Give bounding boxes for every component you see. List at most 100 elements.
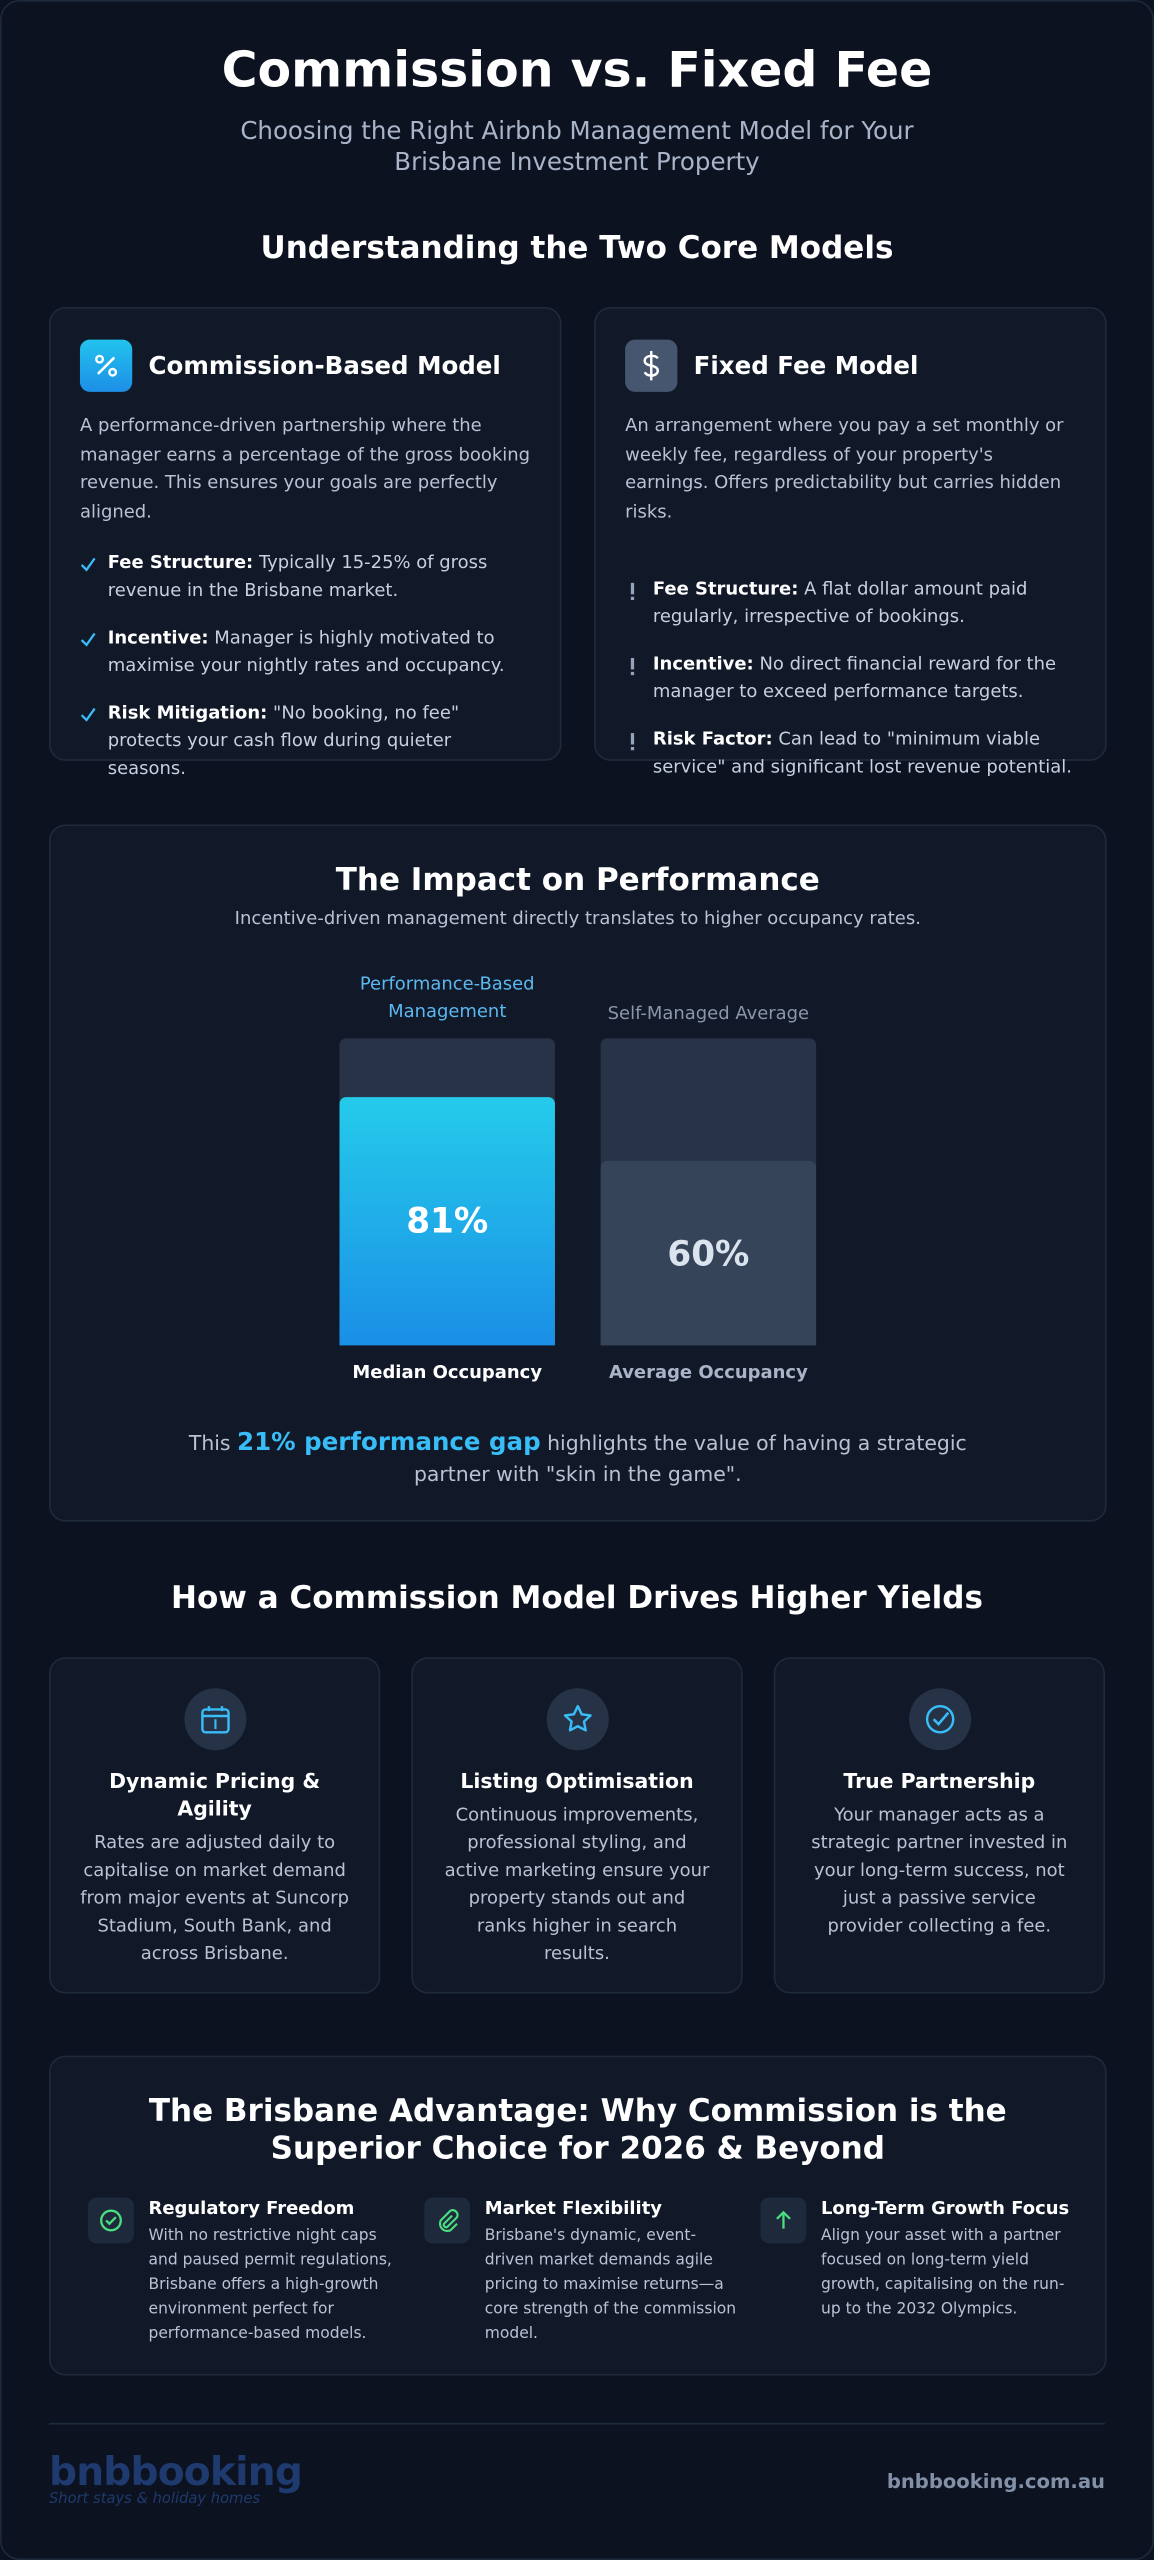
card-title: Commission-Based Model bbox=[148, 351, 501, 381]
model-card: Commission-Based Model A performance-dri… bbox=[48, 306, 562, 779]
note-text: highlights the value of having a strateg… bbox=[413, 1430, 967, 1486]
icon bbox=[776, 2210, 791, 2229]
bar-value-label: 81% bbox=[406, 1201, 489, 1241]
point-text: Fee Structure: Typically 15-25% of gross… bbox=[108, 549, 531, 605]
driver-title: Listing Optimisation bbox=[460, 1768, 694, 1793]
bullet bbox=[625, 731, 640, 780]
advantage-item: Long-Term Growth Focus Align your asset w… bbox=[760, 2197, 1079, 2322]
note-text: This bbox=[188, 1430, 231, 1455]
advantage-item: Regulatory Freedom With no restrictive ni… bbox=[88, 2197, 406, 2347]
bar-value-label: 60% bbox=[667, 1233, 750, 1273]
icon bbox=[80, 632, 96, 647]
icon bbox=[630, 582, 635, 601]
subtitle: Choosing the Right Airbnb Management Mod… bbox=[240, 115, 914, 177]
point: Incentive: Manager is highly motivated t… bbox=[80, 624, 530, 680]
header: Commission vs. Fixed Fee Choosing the Ri… bbox=[0, 42, 1154, 178]
card-title: Fixed Fee Model bbox=[693, 351, 919, 381]
icon-box bbox=[88, 2197, 134, 2244]
advantage-title: Long-Term Growth Focus bbox=[820, 2197, 1070, 2219]
icon bbox=[80, 557, 96, 572]
point: Incentive: No direct financial reward fo… bbox=[625, 650, 1075, 706]
advantage-text: Align your asset with a partner focused … bbox=[820, 2227, 1065, 2319]
advantage-title: Market Flexibility bbox=[484, 2197, 663, 2219]
note-highlight: 21% performance gap bbox=[237, 1426, 541, 1457]
point-body: "No booking, no fee" protects your cash … bbox=[107, 702, 460, 779]
point-body: Manager is highly motivated to maximise … bbox=[107, 626, 505, 676]
point-text: Incentive: No direct financial reward fo… bbox=[653, 650, 1076, 706]
advantage-text: With no restrictive night caps and pause… bbox=[148, 2227, 392, 2343]
icon bbox=[630, 733, 635, 751]
point-label: Incentive: bbox=[107, 626, 209, 649]
point-text: Risk Factor: Can lead to "minimum viable… bbox=[653, 725, 1076, 781]
point-body: A flat dollar amount paid regularly, irr… bbox=[652, 577, 1028, 627]
icon bbox=[200, 1706, 229, 1734]
bar: 81% bbox=[339, 1096, 555, 1346]
icon bbox=[438, 2209, 459, 2233]
performance-card: The Impact on Performance Incentive-driv… bbox=[48, 824, 1107, 1522]
card-description: A performance-driven partnership where t… bbox=[79, 414, 531, 522]
icon bbox=[625, 339, 678, 392]
driver-title: Dynamic Pricing & Agility bbox=[109, 1768, 321, 1821]
advantage-text: Brisbane's dynamic, event-driven market … bbox=[484, 2227, 737, 2343]
point-text: Risk Mitigation: "No booking, no fee" pr… bbox=[108, 699, 531, 782]
footer-url: bnbbooking.com.au bbox=[886, 2470, 1105, 2494]
bullet bbox=[80, 705, 96, 782]
icon bbox=[80, 707, 96, 722]
point-body: Typically 15-25% of gross revenue in the… bbox=[107, 551, 488, 601]
point-label: Risk Factor: bbox=[652, 728, 773, 750]
driver-title: True Partnership bbox=[843, 1768, 1036, 1793]
driver-card: Dynamic Pricing & Agility Rates are adjus… bbox=[48, 1657, 381, 1994]
logo: bnbbooking Short stays & holiday homes bbox=[48, 2449, 303, 2508]
performance-title: The Impact on Performance bbox=[335, 862, 820, 898]
bar-name: Self-Managed Average bbox=[607, 1002, 810, 1024]
advantage-body: Long-Term Growth Focus Align your asset w… bbox=[821, 2198, 1079, 2322]
driver-text: Rates are adjusted daily to capitalise o… bbox=[80, 1831, 350, 1965]
advantage-body: Market Flexibility Brisbane's dynamic, ev… bbox=[485, 2198, 743, 2347]
point-text: Fee Structure: A flat dollar amount paid… bbox=[653, 575, 1076, 631]
driver-card: True Partnership Your manager acts as a s… bbox=[773, 1657, 1105, 1994]
icon bbox=[630, 657, 635, 676]
driver-text: Your manager acts as a strategic partner… bbox=[811, 1804, 1068, 1937]
bullet bbox=[625, 581, 640, 630]
point: Fee Structure: A flat dollar amount paid… bbox=[625, 575, 1075, 631]
advantage-title: Regulatory Freedom bbox=[148, 2197, 355, 2219]
point-body: No direct financial reward for the manag… bbox=[652, 653, 1057, 703]
advantage-title: The Brisbane Advantage: Why Commission i… bbox=[148, 2093, 1007, 2167]
bar: 60% bbox=[600, 1161, 817, 1346]
section-heading: Understanding the Two Core Models bbox=[260, 230, 894, 267]
icon-circle bbox=[908, 1688, 971, 1751]
logo-tagline: Short stays & holiday homes bbox=[48, 2491, 261, 2508]
model-card: Fixed Fee Model An arrangement where you… bbox=[594, 306, 1107, 777]
icon bbox=[563, 1704, 591, 1732]
section-heading: How a Commission Model Drives Higher Yie… bbox=[171, 1580, 983, 1617]
title: Commission vs. Fixed Fee bbox=[221, 42, 933, 100]
point-label: Incentive: bbox=[652, 653, 754, 675]
bar-caption: Average Occupancy bbox=[608, 1361, 808, 1383]
point: Fee Structure: Typically 15-25% of gross… bbox=[80, 549, 530, 605]
point-label: Fee Structure: bbox=[652, 577, 799, 600]
point-text: Incentive: Manager is highly motivated t… bbox=[108, 624, 531, 680]
advantage-item: Market Flexibility Brisbane's dynamic, ev… bbox=[424, 2197, 743, 2347]
point-label: Fee Structure: bbox=[107, 551, 254, 574]
bullet bbox=[625, 656, 640, 705]
performance-subtitle: Incentive-driven management directly tra… bbox=[234, 907, 921, 930]
driver-text: Continuous improvements, professional st… bbox=[444, 1804, 710, 1965]
point-body: Can lead to "minimum viable service" and… bbox=[652, 728, 1072, 778]
icon-circle bbox=[545, 1688, 608, 1751]
icon-box bbox=[760, 2197, 807, 2244]
point: Risk Mitigation: "No booking, no fee" pr… bbox=[80, 699, 530, 782]
icon-box bbox=[424, 2197, 471, 2244]
icon bbox=[100, 2209, 122, 2232]
performance-note: This 21% performance gap highlights the … bbox=[181, 1427, 974, 1489]
point: Risk Factor: Can lead to "minimum viable… bbox=[625, 725, 1075, 781]
divider bbox=[48, 2422, 1105, 2425]
bullet bbox=[80, 630, 96, 679]
icon-circle bbox=[183, 1688, 246, 1751]
icon bbox=[925, 1704, 954, 1734]
logo-text: bnbbooking bbox=[48, 2449, 303, 2495]
bar-name: Performance-Based Management bbox=[359, 973, 535, 1023]
advantage-card: The Brisbane Advantage: Why Commission i… bbox=[48, 2055, 1107, 2376]
driver-card: Listing Optimisation Continuous improveme… bbox=[411, 1657, 743, 1994]
bar-caption: Median Occupancy bbox=[352, 1361, 543, 1383]
